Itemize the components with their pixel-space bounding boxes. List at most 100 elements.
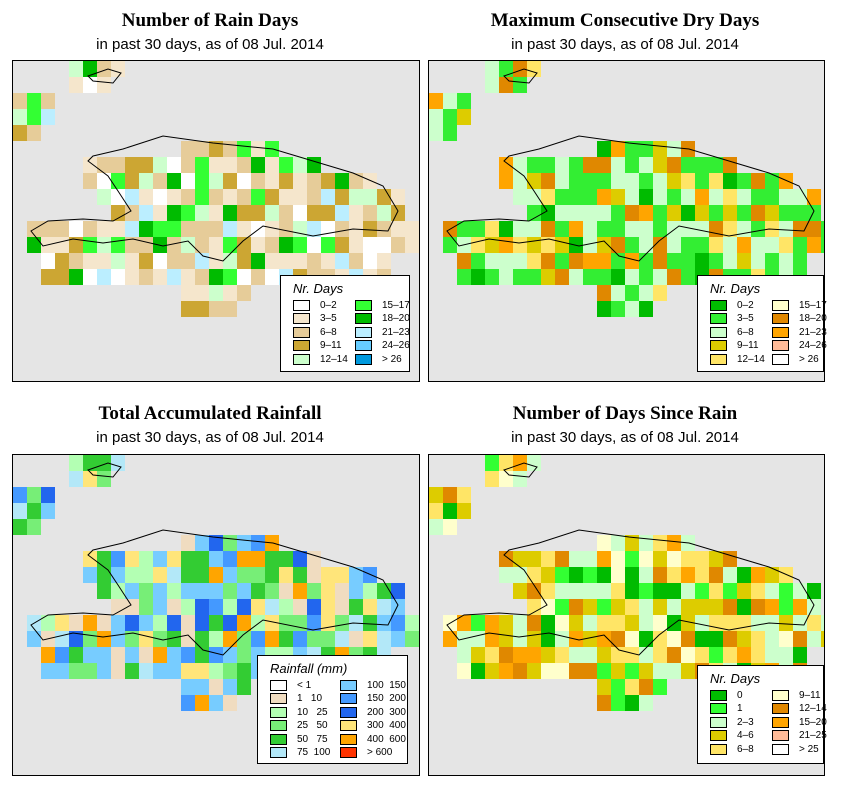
grid-cell xyxy=(321,173,335,189)
legend-item: 1 xyxy=(710,703,743,715)
grid-cell xyxy=(223,567,237,583)
grid-cell xyxy=(139,189,153,205)
grid-cell xyxy=(653,269,667,285)
legend-swatch xyxy=(340,733,357,745)
grid-cell xyxy=(363,631,377,647)
grid-cell xyxy=(279,567,293,583)
grid-cell xyxy=(611,173,625,189)
grid-cell xyxy=(13,519,27,535)
legend-item: 24–26 xyxy=(355,340,410,352)
grid-cell xyxy=(251,157,265,173)
grid-cell xyxy=(97,455,111,471)
grid-cell xyxy=(237,663,251,679)
grid-cell xyxy=(457,109,471,125)
legend-swatch xyxy=(270,693,287,704)
grid-cell xyxy=(499,631,513,647)
legend-item: 75 100 xyxy=(270,747,330,759)
grid-cell xyxy=(527,567,541,583)
grid-cell xyxy=(681,205,695,221)
grid-cell xyxy=(349,205,363,221)
panel-title: Total Accumulated Rainfall xyxy=(98,403,322,424)
grid-cell xyxy=(541,567,555,583)
grid-cell xyxy=(181,141,195,157)
grid-cell xyxy=(307,173,321,189)
grid-cell xyxy=(363,189,377,205)
grid-cell xyxy=(251,141,265,157)
grid-cell xyxy=(499,647,513,663)
grid-cell xyxy=(111,599,125,615)
grid-cell xyxy=(97,157,111,173)
grid-cell xyxy=(167,253,181,269)
grid-cell xyxy=(527,455,541,471)
grid-cell xyxy=(405,237,419,253)
grid-cell xyxy=(513,253,527,269)
grid-cell xyxy=(499,663,513,679)
legend-swatch xyxy=(293,313,310,324)
legend-swatch xyxy=(270,679,287,691)
grid-cell xyxy=(55,237,69,253)
legend-item: 12–14 xyxy=(293,353,348,365)
grid-cell xyxy=(167,583,181,599)
legend-item: 9–11 xyxy=(293,340,342,352)
grid-cell xyxy=(639,173,653,189)
grid-cell xyxy=(237,285,251,301)
grid-cell xyxy=(69,221,83,237)
grid-cell xyxy=(779,189,793,205)
grid-cell xyxy=(97,173,111,189)
grid-cell xyxy=(251,189,265,205)
panel-subtitle: in past 30 days, as of 08 Jul. 2014 xyxy=(511,36,739,53)
grid-cell xyxy=(139,631,153,647)
grid-cell xyxy=(457,647,471,663)
grid-cell xyxy=(223,157,237,173)
grid-cell xyxy=(125,567,139,583)
grid-cell xyxy=(667,583,681,599)
grid-cell xyxy=(807,599,821,615)
legend-label: 9–11 xyxy=(737,340,759,351)
grid-cell xyxy=(667,551,681,567)
grid-cell xyxy=(527,551,541,567)
grid-cell xyxy=(167,173,181,189)
grid-cell xyxy=(513,157,527,173)
grid-cell xyxy=(695,599,709,615)
grid-cell xyxy=(335,583,349,599)
legend-title: Nr. Days xyxy=(710,281,761,296)
grid-cell xyxy=(405,221,419,237)
grid-cell xyxy=(209,157,223,173)
grid-cell xyxy=(709,237,723,253)
legend-swatch xyxy=(355,299,372,311)
grid-cell xyxy=(471,237,485,253)
grid-cell xyxy=(653,599,667,615)
grid-cell xyxy=(307,599,321,615)
grid-cell xyxy=(69,269,83,285)
grid-cell xyxy=(667,663,681,679)
grid-cell xyxy=(279,615,293,631)
grid-cell xyxy=(125,599,139,615)
grid-cell xyxy=(195,679,209,695)
grid-cell xyxy=(737,173,751,189)
grid-cell xyxy=(583,173,597,189)
grid-cell xyxy=(41,615,55,631)
grid-cell xyxy=(653,253,667,269)
grid-cell xyxy=(125,189,139,205)
grid-cell xyxy=(139,205,153,221)
grid-cell xyxy=(195,173,209,189)
grid-cell xyxy=(639,221,653,237)
grid-cell xyxy=(223,237,237,253)
grid-cell xyxy=(765,583,779,599)
grid-cell xyxy=(639,285,653,301)
grid-cell xyxy=(363,205,377,221)
grid-cell xyxy=(611,583,625,599)
grid-cell xyxy=(97,253,111,269)
legend-swatch xyxy=(710,703,727,714)
grid-cell xyxy=(349,583,363,599)
grid-cell xyxy=(457,269,471,285)
grid-cell xyxy=(793,599,807,615)
grid-cell xyxy=(167,157,181,173)
grid-cell xyxy=(723,253,737,269)
grid-cell xyxy=(625,599,639,615)
grid-cell xyxy=(541,157,555,173)
grid-cell xyxy=(111,205,125,221)
grid-cell xyxy=(611,221,625,237)
grid-cell xyxy=(265,567,279,583)
grid-cell xyxy=(69,237,83,253)
